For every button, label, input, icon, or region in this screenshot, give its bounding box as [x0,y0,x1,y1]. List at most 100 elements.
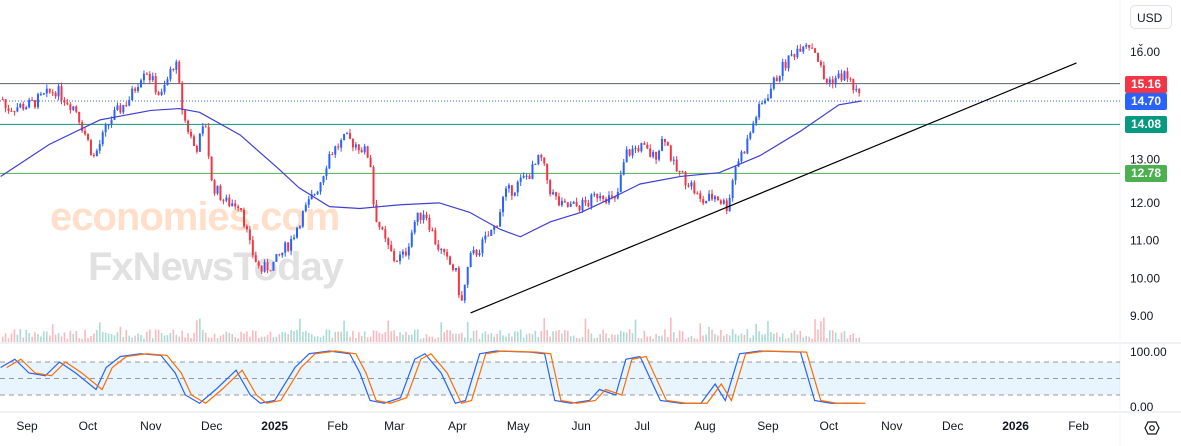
settings-gear-icon[interactable] [1144,420,1160,436]
x-tick-label: Oct [79,419,98,433]
volume-bar [69,330,72,342]
volume-bar [628,329,631,342]
candle-body [711,193,714,200]
candle-body [301,211,304,227]
candle-body [363,146,366,153]
volume-bar [684,338,687,342]
candle-body [666,142,669,146]
volume-bar [419,338,422,342]
price-level-tag: 14.08 [1125,116,1167,134]
candle-body [528,175,531,180]
volume-bar [446,329,448,342]
volume-bar [149,329,151,342]
volume-bar [413,329,416,342]
volume-bar [428,336,431,342]
volume-bar [843,331,846,342]
candle-body [57,86,60,97]
candle-body [481,239,484,254]
candle-body [519,177,522,182]
candle-body [125,105,128,107]
volume-bar [369,336,372,342]
candle-body [351,138,354,148]
volume-bar [37,334,39,342]
candle-body [272,261,275,271]
candle-body [39,93,42,95]
candle-body [816,52,819,62]
volume-bar [66,338,69,342]
candle-body [740,151,743,162]
candle-body [234,203,237,207]
volume-bar [87,338,89,342]
volume-bar [855,338,858,342]
candle-body [66,102,69,105]
candle-body [154,76,157,93]
volume-bar [243,333,245,342]
candle-body [381,227,384,230]
currency-select[interactable]: USD ⌄ [1130,5,1172,48]
stochastic-tick-label: 100.00 [1130,345,1167,359]
volume-bar [484,331,487,342]
candle-body [219,185,222,201]
volume-bar [846,338,849,342]
volume-bar [519,329,522,342]
candle-body [10,110,13,112]
volume-bar [390,331,392,342]
candle-body [843,71,846,81]
trendline[interactable] [470,62,1077,314]
candle-body [13,111,16,113]
x-tick-label: 2026 [1002,419,1029,433]
volume-bar [531,334,534,342]
volume-bar [655,333,657,342]
candle-body [95,150,98,156]
x-tick-label: Sep [757,419,779,433]
volume-bar [631,333,634,342]
volume-bar [796,334,799,342]
volume-bar [481,333,484,342]
chevron-down-icon: ⌄ [1137,38,1145,48]
candle-body [725,200,728,212]
candle-body [749,132,752,139]
candle-body [281,252,284,256]
candle-body [425,214,428,218]
candle-body [160,91,163,95]
volume-bar [672,332,675,342]
volume-bar [25,329,27,342]
candle-body [516,181,519,193]
candle-body [560,200,563,206]
candle-body [449,256,452,265]
volume-bar [231,334,234,342]
candle-body [510,185,513,196]
volume-bar [664,329,666,342]
volume-bar [858,337,860,342]
volume-bar [549,336,551,342]
moving-average-line [0,100,862,238]
volume-bar [78,338,80,342]
candle-body [60,86,63,101]
candle-body [322,176,325,183]
candle-body [475,249,478,256]
candle-body [655,151,658,160]
candle-body [731,180,734,199]
volume-bar [340,331,342,342]
candle-body [228,197,231,207]
volume-bar [566,330,569,342]
candle-body [837,73,840,78]
volume-bar [405,331,407,342]
candle-body [198,133,201,152]
volume-bar [681,331,684,342]
candle-body [340,140,343,148]
volume-bar [508,333,510,342]
candle-body [778,76,781,82]
volume-bar [472,331,475,342]
volume-bar [575,337,578,342]
volume-bar [384,332,387,342]
candle-body [766,98,769,101]
candle-body [699,193,702,200]
candle-body [787,55,790,69]
candle-body [131,88,134,101]
candle-body [192,136,195,146]
y-tick-label: 16.00 [1130,45,1160,59]
x-tick-label: 2025 [261,419,288,433]
candle-body [275,254,278,262]
